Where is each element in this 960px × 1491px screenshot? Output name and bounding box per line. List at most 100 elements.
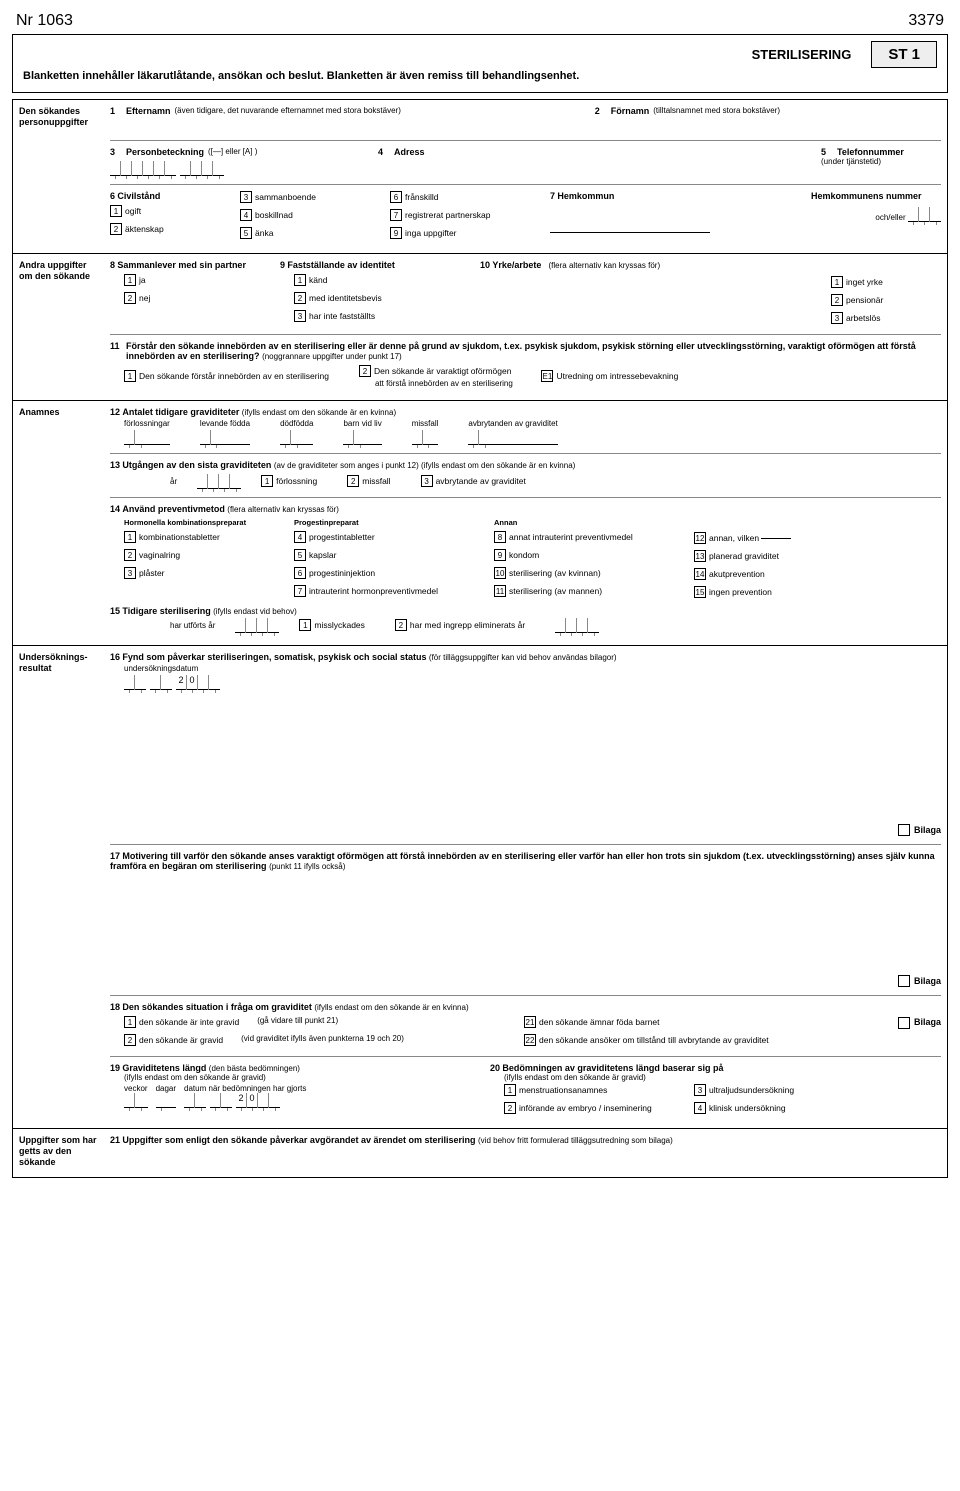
f15-o2-input[interactable] [555, 618, 599, 633]
f3-input-2[interactable] [180, 161, 224, 176]
f7-num: 7 [550, 191, 555, 201]
form-subtitle: Blanketten innehåller läkarutlåtande, an… [23, 70, 937, 82]
f7-oe: och/eller [875, 213, 905, 222]
f14-o12[interactable]: 12annan, vilken [694, 532, 824, 544]
f21-label: Uppgifter som enligt den sökande påverka… [122, 1135, 672, 1145]
f17-bilaga-cb[interactable] [898, 975, 910, 987]
f12-i3[interactable] [280, 430, 313, 445]
f12-i2[interactable] [200, 430, 250, 445]
f14-o8[interactable]: 8annat intrauterint preventivmedel [494, 531, 684, 543]
f14-o4[interactable]: 4progestintabletter [294, 531, 484, 543]
f14-o2[interactable]: 2vaginalring [124, 549, 284, 561]
f7-input[interactable] [908, 207, 941, 222]
f19-i3c[interactable]: 20 [236, 1093, 280, 1108]
f14-o9[interactable]: 9kondom [494, 549, 684, 561]
f12-i1[interactable] [124, 430, 170, 445]
f19-i2[interactable] [156, 1093, 176, 1108]
f11-text: Förstår den sökande innebörden av en ste… [126, 341, 941, 361]
f6-o9[interactable]: 9inga uppgifter [390, 227, 540, 239]
f19-note2: (ifylls endast om den sökande är gravid) [124, 1073, 490, 1082]
f16-date: undersökningsdatum [124, 664, 941, 673]
f6-o5[interactable]: 5änka [240, 227, 380, 239]
f19-i1[interactable] [124, 1093, 148, 1108]
f19-label: Graviditetens längd [122, 1063, 206, 1073]
f14-label: Använd preventivmetod [122, 504, 225, 514]
f14-o10[interactable]: 10sterilisering (av kvinnan) [494, 567, 684, 579]
f14-o15[interactable]: 15ingen prevention [694, 586, 824, 598]
f16-bilaga-cb[interactable] [898, 824, 910, 836]
f6-o7[interactable]: 7registrerat partnerskap [390, 209, 540, 221]
f19-i3b[interactable] [210, 1093, 232, 1108]
f10-o1[interactable]: 1inget yrke [831, 276, 931, 288]
f14-o1[interactable]: 1kombinationstabletter [124, 531, 284, 543]
f18-o1[interactable]: 1den sökande är inte gravid [124, 1016, 239, 1028]
sec2-label: Andra uppgifter om den sökande [13, 254, 108, 400]
f20-o2[interactable]: 2införande av embryo / inseminering [504, 1102, 684, 1114]
f10-o3[interactable]: 3arbetslös [831, 312, 931, 324]
f11-o1[interactable]: 1Den sökande förstår innebörden av en st… [124, 365, 329, 386]
f12-i5[interactable] [412, 430, 439, 445]
f14-h1: Hormonella kombinationspreparat [124, 518, 294, 527]
f14-o5[interactable]: 5kapslar [294, 549, 484, 561]
f17-bilaga: Bilaga [914, 976, 941, 986]
f14-o6[interactable]: 6progestininjektion [294, 567, 484, 579]
f6-o4[interactable]: 4boskillnad [240, 209, 380, 221]
f18-label: Den sökandes situation i fråga om gravid… [122, 1002, 312, 1012]
f15-o2[interactable]: 2har med ingrepp eliminerats år [395, 619, 525, 631]
f4-num: 4 [378, 147, 390, 176]
f15-o1[interactable]: 1misslyckades [299, 619, 365, 631]
f16-bilaga: Bilaga [914, 825, 941, 835]
f9-o3[interactable]: 3har inte fastställts [294, 310, 470, 322]
f6-o1[interactable]: 1ogift [110, 205, 230, 217]
f1-num: 1 [110, 106, 122, 116]
f16-d2[interactable] [150, 675, 172, 690]
f6-o3[interactable]: 3sammanboende [240, 191, 380, 203]
f7-label2: Hemkommunens nummer [811, 191, 941, 201]
f6-label: Civilstånd [117, 191, 160, 201]
f13-o3[interactable]: 3avbrytande av graviditet [421, 475, 526, 487]
f14-o14[interactable]: 14akutprevention [694, 568, 824, 580]
f11-o2[interactable]: 2Den sökande är varaktigt oförmögen [359, 365, 512, 377]
f7-label: Hemkommun [557, 191, 614, 201]
f20-o4[interactable]: 4klinisk undersökning [694, 1102, 794, 1114]
f8-o2[interactable]: 2nej [124, 292, 270, 304]
f12-i4[interactable] [343, 430, 381, 445]
f16-d1[interactable] [124, 675, 146, 690]
f2-label: Förnamn [611, 106, 650, 116]
f6-o2[interactable]: 2äktenskap [110, 223, 230, 235]
f14-o11[interactable]: 11sterilisering (av mannen) [494, 585, 684, 597]
f13-o1[interactable]: 1förlossning [261, 475, 317, 487]
f18-bilaga-cb[interactable] [898, 1017, 910, 1029]
page-header: Nr 1063 3379 [12, 12, 948, 30]
f20-o3[interactable]: 3ultraljudsundersökning [694, 1084, 794, 1096]
f10-o2[interactable]: 2pensionär [831, 294, 931, 306]
f8-o1[interactable]: 1ja [124, 274, 270, 286]
f12-i6[interactable] [468, 430, 557, 445]
f9-o2[interactable]: 2med identitetsbevis [294, 292, 470, 304]
f20-o1[interactable]: 1menstruationsanamnes [504, 1084, 684, 1096]
f6-o6[interactable]: 6frånskilld [390, 191, 540, 203]
f3-input-1[interactable] [110, 161, 176, 176]
f8-label: Sammanlever med sin partner [117, 260, 246, 270]
f18-o2[interactable]: 2den sökande är gravid [124, 1034, 223, 1046]
f14-o13[interactable]: 13planerad graviditet [694, 550, 824, 562]
f9-o1[interactable]: 1känd [294, 274, 470, 286]
f7-input[interactable] [550, 207, 710, 233]
f15-yr-input[interactable] [235, 618, 279, 633]
f12-c3: dödfödda [280, 419, 313, 428]
f13-o2[interactable]: 2missfall [347, 475, 390, 487]
f5-note: (under tjänstetid) [821, 157, 941, 166]
f18-o22[interactable]: 22den sökande ansöker om tillstånd till … [524, 1034, 931, 1046]
f18-o21[interactable]: 21den sökande ämnar föda barnet [524, 1016, 660, 1028]
f16-d3[interactable]: 20 [176, 675, 220, 690]
f14-o7[interactable]: 7intrauterint hormonpreventivmedel [294, 585, 484, 597]
f14-o3[interactable]: 3plåster [124, 567, 284, 579]
f19-i3a[interactable] [184, 1093, 206, 1108]
f15-yr: har utförts år [170, 621, 215, 630]
f12-c4: barn vid liv [343, 419, 381, 428]
f12-c2: levande födda [200, 419, 250, 428]
f11-e1[interactable]: E1Utredning om intressebevakning [541, 365, 678, 386]
header-left: Nr 1063 [16, 12, 73, 30]
f13-yr-input[interactable] [197, 474, 241, 489]
f14-h3: Annan [494, 518, 694, 527]
